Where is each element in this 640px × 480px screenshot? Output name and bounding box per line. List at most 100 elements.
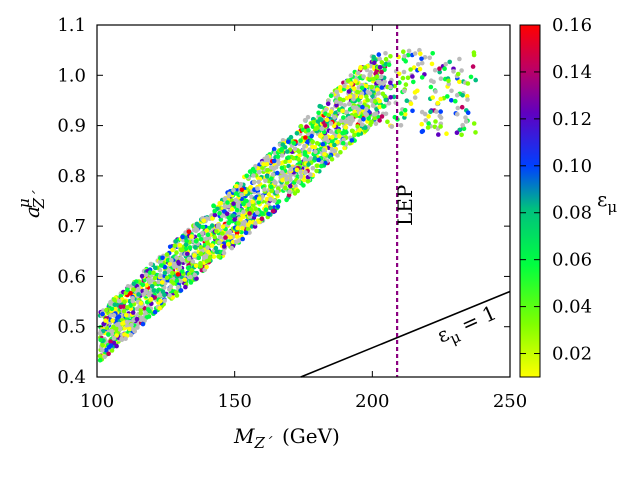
data-point bbox=[153, 265, 158, 271]
data-point bbox=[454, 92, 460, 98]
data-point bbox=[130, 310, 136, 315]
data-point bbox=[322, 151, 327, 157]
data-point bbox=[272, 198, 277, 204]
data-point bbox=[326, 112, 332, 118]
data-point bbox=[381, 104, 386, 109]
data-point bbox=[357, 119, 363, 124]
data-point bbox=[275, 170, 280, 176]
data-point bbox=[183, 242, 189, 248]
data-point bbox=[174, 278, 180, 284]
data-point bbox=[266, 192, 272, 197]
data-point bbox=[175, 272, 181, 277]
data-point bbox=[263, 207, 269, 212]
data-point bbox=[283, 185, 288, 191]
data-point bbox=[316, 157, 322, 163]
data-point bbox=[288, 183, 293, 189]
data-point bbox=[311, 119, 316, 125]
data-point bbox=[332, 115, 337, 120]
data-point bbox=[233, 191, 239, 196]
data-point bbox=[147, 270, 153, 275]
data-point bbox=[103, 347, 109, 353]
data-point bbox=[276, 199, 282, 204]
data-point bbox=[346, 115, 352, 121]
data-point bbox=[333, 110, 338, 116]
data-point bbox=[104, 307, 109, 313]
data-point bbox=[465, 110, 471, 115]
data-point bbox=[229, 245, 235, 251]
data-point bbox=[193, 245, 198, 250]
data-point bbox=[280, 177, 285, 183]
data-point bbox=[465, 97, 470, 102]
data-point bbox=[412, 95, 418, 100]
data-point bbox=[226, 203, 231, 209]
data-point bbox=[386, 62, 392, 67]
data-point bbox=[274, 189, 280, 195]
data-point bbox=[315, 119, 321, 124]
data-point bbox=[449, 98, 454, 103]
data-point bbox=[380, 81, 386, 86]
data-point bbox=[296, 149, 302, 154]
data-point bbox=[406, 48, 412, 54]
data-point bbox=[217, 211, 222, 216]
data-point bbox=[399, 111, 404, 116]
data-point bbox=[346, 101, 352, 107]
data-point bbox=[114, 322, 120, 327]
data-point bbox=[158, 298, 163, 304]
colorbar-tick-label: 0.02 bbox=[552, 344, 592, 365]
data-point bbox=[284, 174, 289, 179]
data-point bbox=[275, 154, 281, 159]
data-point bbox=[286, 155, 291, 160]
y-tick-label: 1.1 bbox=[57, 15, 86, 36]
data-point bbox=[204, 264, 209, 270]
data-point bbox=[388, 80, 393, 86]
data-point bbox=[426, 121, 431, 126]
data-point bbox=[256, 219, 262, 225]
data-point bbox=[286, 163, 291, 169]
data-point bbox=[231, 201, 236, 206]
data-point bbox=[110, 318, 115, 323]
data-point bbox=[263, 204, 269, 209]
data-point bbox=[392, 83, 398, 89]
data-point bbox=[388, 95, 394, 100]
data-point bbox=[402, 111, 408, 117]
y-tick-label: 0.7 bbox=[57, 216, 86, 237]
data-point bbox=[408, 67, 413, 72]
data-point bbox=[309, 133, 314, 139]
data-point bbox=[353, 79, 358, 84]
data-point bbox=[250, 199, 255, 204]
data-point bbox=[269, 184, 274, 190]
data-point bbox=[334, 99, 339, 104]
data-point bbox=[255, 186, 260, 191]
data-point bbox=[351, 86, 357, 92]
data-point bbox=[226, 241, 231, 247]
data-point bbox=[143, 272, 149, 278]
data-point bbox=[364, 106, 369, 112]
data-point bbox=[361, 117, 366, 122]
data-point bbox=[142, 318, 147, 323]
data-point bbox=[302, 143, 307, 149]
data-point bbox=[112, 297, 117, 303]
data-point bbox=[167, 244, 173, 250]
data-point bbox=[247, 211, 252, 216]
data-point bbox=[335, 153, 340, 158]
data-point bbox=[210, 243, 215, 248]
data-point bbox=[298, 173, 304, 179]
data-point bbox=[214, 249, 220, 255]
data-point bbox=[271, 166, 277, 171]
data-point bbox=[227, 229, 233, 235]
data-point bbox=[111, 313, 117, 318]
data-point bbox=[233, 197, 239, 203]
data-point bbox=[349, 128, 355, 134]
data-point bbox=[146, 277, 151, 282]
data-point bbox=[269, 188, 275, 194]
data-point bbox=[431, 79, 436, 85]
data-point bbox=[470, 64, 476, 69]
data-point bbox=[307, 147, 312, 152]
x-axis-unit: (GeV) bbox=[282, 424, 340, 448]
data-point bbox=[276, 160, 281, 165]
data-point bbox=[212, 234, 217, 240]
data-point bbox=[352, 132, 357, 138]
x-tick-label: 100 bbox=[80, 391, 114, 412]
y-axis: 0.4 0.5 0.6 0.7 0.8 0.9 1.0 1.1 bbox=[57, 15, 510, 388]
data-point bbox=[226, 220, 232, 226]
